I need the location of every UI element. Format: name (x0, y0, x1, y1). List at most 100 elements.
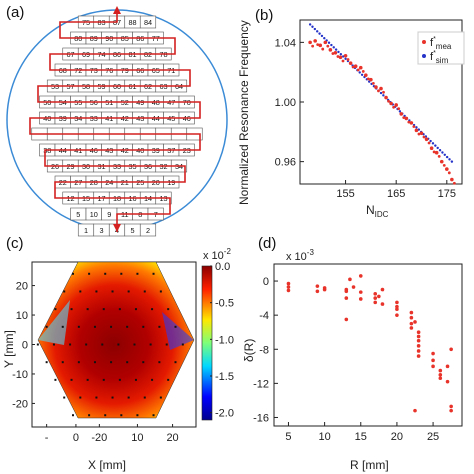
cell-label: 9 (107, 210, 111, 219)
mea-point (447, 171, 451, 175)
sim-point (337, 50, 340, 54)
sensor-dot (149, 343, 152, 346)
sim-point (323, 36, 326, 40)
y-tick-label: 1.04 (275, 37, 296, 49)
sensor-dot (110, 325, 113, 328)
mea-point (308, 40, 312, 45)
sensor-dot (152, 272, 155, 275)
y-tick-label: 1.00 (275, 97, 296, 109)
mea-point (331, 52, 335, 55)
y-tick-label: -4 (259, 310, 269, 322)
mea-point (326, 44, 330, 48)
sim-point (318, 32, 321, 35)
mea-point (394, 103, 398, 107)
chart-d-xlabel: R [mm] (350, 458, 389, 472)
y-tick-label: 10 (16, 310, 28, 322)
delta-point (449, 408, 453, 413)
cell-label: 88 (128, 18, 136, 27)
chart-d-ylabel: δ(R) (242, 339, 256, 362)
sensor-dot (159, 396, 162, 399)
mea-point (407, 120, 411, 124)
x-tick-label: 25 (427, 431, 439, 443)
mea-point (323, 40, 328, 45)
sim-point (450, 160, 454, 163)
sensor-dot (118, 308, 121, 311)
delta-point (380, 287, 385, 292)
panel-label-c: (c) (6, 235, 24, 252)
y-tick-label: 0 (22, 340, 28, 352)
colorbar-tick-label: 0.0 (215, 261, 230, 273)
colorbar (201, 265, 213, 421)
sim-point (379, 91, 383, 95)
sensor-dot (54, 378, 57, 381)
delta-point (416, 330, 421, 335)
delta-point (416, 334, 421, 339)
delta-point (373, 300, 378, 305)
delta-point (344, 289, 349, 294)
sim-point (334, 48, 338, 51)
mea-point (311, 44, 315, 48)
delta-r-chart: 5 10 15 20 25 0 -4 -8 -12 -16 x 10-3 δ(R) R [mm] (242, 248, 463, 472)
mea-point (338, 55, 343, 60)
sensor-dot (111, 290, 114, 293)
delta-point (416, 338, 421, 343)
sensor-dot (72, 414, 74, 417)
sensor-dot (86, 308, 89, 311)
sim-point (443, 153, 446, 156)
mea-point (371, 81, 375, 85)
colorbar-exponent: x 10-2 (203, 247, 231, 262)
delta-point (413, 320, 417, 324)
sensor-dot (102, 378, 105, 381)
legend-marker-sim (422, 54, 426, 58)
sensor-dot (159, 290, 162, 293)
cell-box (139, 15, 157, 29)
mea-point (412, 125, 416, 128)
sensor-dot (101, 343, 104, 346)
mea-point (432, 150, 436, 154)
sensor-dot (117, 343, 120, 346)
delta-point (358, 290, 363, 294)
sensor-dot (77, 325, 80, 328)
sensor-dot (45, 361, 48, 364)
chart-d-exponent: x 10-3 (286, 248, 314, 263)
sim-point (445, 155, 449, 159)
delta-point (358, 274, 363, 278)
mea-point (369, 77, 373, 82)
mea-point (402, 116, 406, 120)
sim-point (344, 57, 347, 60)
mea-point (364, 73, 368, 77)
delta-point (344, 317, 349, 322)
delta-point (431, 351, 435, 356)
mea-point (358, 65, 363, 70)
mea-point (343, 53, 348, 58)
sensor-dot (104, 272, 107, 275)
delta-point (409, 315, 414, 320)
sensor-dot (142, 361, 145, 364)
delta-point (438, 373, 443, 377)
sensor-dot (136, 272, 139, 275)
mea-point (442, 163, 446, 167)
sensor-dot (79, 396, 82, 399)
panel-label-b: (b) (255, 7, 273, 24)
chart-b-ylabel: Normalized Resonance Frequency (237, 20, 251, 205)
cell-label: 2 (146, 226, 150, 235)
delta-point (395, 304, 399, 309)
sensor-dot (86, 378, 89, 381)
chart-d-frame (273, 263, 463, 427)
cell-label: 84 (144, 18, 152, 27)
delta-point (373, 296, 378, 300)
mea-point (366, 77, 370, 81)
panel-label-d: (d) (258, 235, 276, 252)
sensor-dot (102, 308, 105, 311)
sensor-dot (93, 361, 96, 364)
heatmap-hex-outline (37, 261, 195, 419)
sim-point (429, 139, 432, 143)
sensor-dot (72, 272, 74, 275)
sensor-dot (63, 290, 66, 293)
x-tick-label: 10 (131, 432, 143, 444)
mea-point (382, 90, 385, 94)
sensor-dot (77, 361, 80, 364)
delta-point (322, 287, 327, 292)
sensor-dot (69, 343, 72, 346)
